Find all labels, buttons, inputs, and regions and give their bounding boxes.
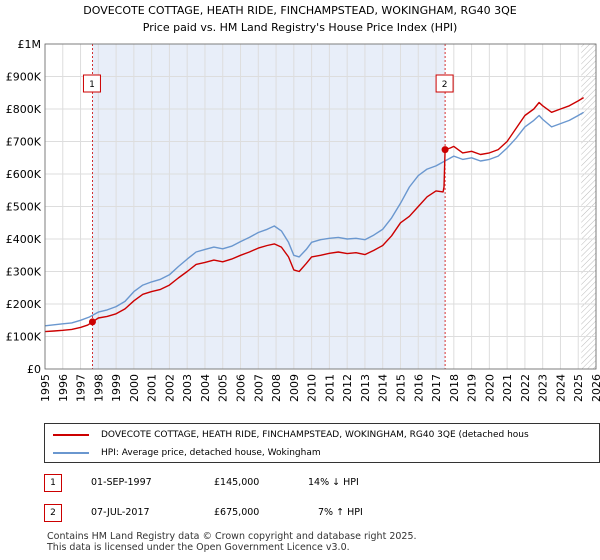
x-tick-label: 2005 [217,374,230,402]
x-tick-label: 1999 [110,374,123,402]
x-tick-label: 2022 [519,374,532,402]
x-tick-label: 2000 [128,374,141,402]
x-tick-label: 2023 [537,374,550,402]
sale-label-box [82,74,101,93]
y-tick-label: £600K [6,168,42,181]
sale-row: 1 01-SEP-1997 £145,000 14% ↓ HPI [44,474,564,494]
y-tick-label: £100K [6,331,42,344]
legend-swatch-hpi [53,452,89,454]
x-tick-label: 2010 [306,374,319,402]
sale-price: £675,000 [214,507,260,518]
x-tick-label: 2017 [430,374,443,402]
sale-point [88,318,96,326]
legend-label-hpi: HPI: Average price, detached house, Woki… [101,448,321,458]
y-tick-label: £500K [6,201,42,214]
sale-label: 1 [89,80,95,90]
property-price-line [44,97,584,333]
y-tick-label: £1M [18,38,42,51]
sale-price: £145,000 [214,477,260,488]
x-tick-label: 2008 [270,374,283,402]
footer-licence: This data is licensed under the Open Gov… [47,542,350,553]
x-tick-label: 2026 [590,374,600,402]
sale-date: 01-SEP-1997 [91,477,152,488]
footer-copyright: Contains HM Land Registry data © Crown c… [47,531,417,542]
x-tick-label: 2007 [252,374,265,402]
sale-hpi-change: 7% ↑ HPI [318,507,363,518]
x-tick-label: 2006 [235,374,248,402]
x-tick-label: 2019 [466,374,479,402]
legend: DOVECOTE COTTAGE, HEATH RIDE, FINCHAMPST… [44,423,600,463]
x-tick-label: 1996 [57,374,70,402]
x-tick-label: 2016 [412,374,425,402]
sale-label-box [435,74,454,93]
x-tick-label: 2025 [572,374,585,402]
x-tick-label: 2018 [448,374,461,402]
chart-subtitle: Price paid vs. HM Land Registry's House … [143,21,458,34]
price-chart: DOVECOTE COTTAGE, HEATH RIDE, FINCHAMPST… [6,4,600,402]
footer: Contains HM Land Registry data © Crown c… [47,531,417,553]
y-tick-label: £800K [6,103,42,116]
legend-swatch-property [53,434,89,436]
x-tick-label: 2003 [181,374,194,402]
legend-item-hpi: HPI: Average price, detached house, Woki… [53,444,321,462]
y-tick-label: £400K [6,233,42,246]
chart-title: DOVECOTE COTTAGE, HEATH RIDE, FINCHAMPST… [83,4,517,17]
x-tick-label: 2024 [554,374,567,402]
x-tick-label: 2012 [341,374,354,402]
sale-badge: 1 [44,474,62,492]
y-tick-label: £0 [27,363,41,376]
hpi-line [44,111,584,327]
x-tick-label: 2002 [163,374,176,402]
x-tick-label: 2014 [377,374,390,402]
sale-row: 2 07-JUL-2017 £675,000 7% ↑ HPI [44,504,564,524]
sale-point [441,146,449,154]
sale-label: 2 [442,80,448,90]
x-tick-label: 2001 [146,374,159,402]
x-tick-label: 2020 [483,374,496,402]
y-tick-label: £700K [6,136,42,149]
sale-badge: 2 [44,504,62,522]
x-tick-label: 2021 [501,374,514,402]
x-tick-label: 1995 [39,374,52,402]
x-tick-label: 2004 [199,374,212,402]
sale-date: 07-JUL-2017 [91,507,150,518]
y-tick-label: £200K [6,298,42,311]
x-tick-label: 2011 [323,374,336,402]
legend-item-property: DOVECOTE COTTAGE, HEATH RIDE, FINCHAMPST… [53,426,529,444]
legend-label-property: DOVECOTE COTTAGE, HEATH RIDE, FINCHAMPST… [101,430,529,440]
sale-hpi-change: 14% ↓ HPI [308,477,359,488]
y-tick-label: £300K [6,266,42,279]
y-tick-label: £900K [6,71,42,84]
x-tick-label: 1997 [75,374,88,402]
x-tick-label: 2013 [359,374,372,402]
x-tick-label: 2009 [288,374,301,402]
x-tick-label: 2015 [394,374,407,402]
plot-frame [44,43,597,370]
x-tick-label: 1998 [92,374,105,402]
